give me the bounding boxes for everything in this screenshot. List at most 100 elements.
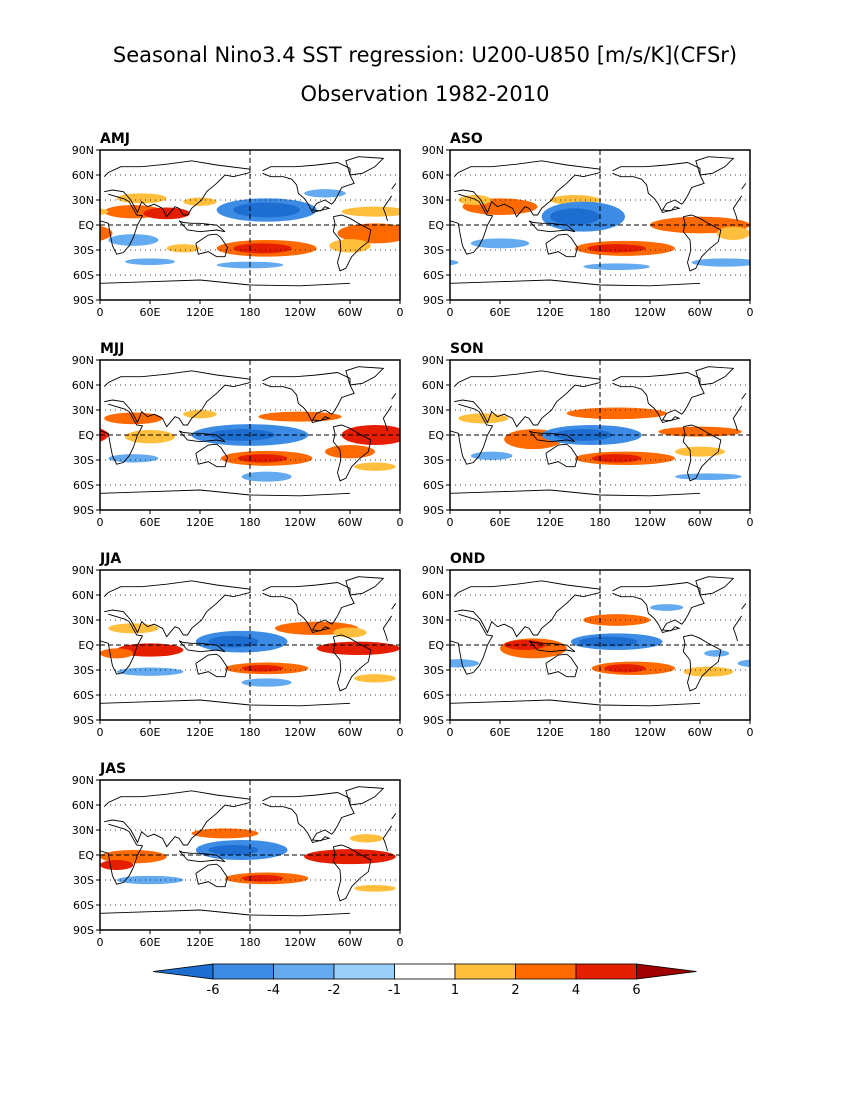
coastline-eurasia: [103, 160, 251, 218]
coastlines: [450, 156, 747, 287]
y-tick-label: 90N: [72, 144, 94, 157]
panel-title: SON: [450, 341, 484, 357]
coastline-south-america: [332, 634, 372, 692]
anomaly-blob: [470, 451, 513, 461]
anomaly-blob: [233, 243, 292, 254]
coastlines: [450, 366, 747, 497]
y-tick-label: 30N: [422, 404, 444, 417]
coastline-africa: [100, 823, 144, 885]
x-tick-label: 60E: [490, 306, 511, 319]
x-tick-label: 120W: [634, 726, 666, 739]
shading-jas: [100, 828, 433, 892]
anomaly-blob: [125, 258, 175, 265]
y-tick-label: 30S: [73, 664, 94, 677]
y-tick-label: EQ: [428, 429, 444, 442]
coastline-south-america: [682, 424, 722, 482]
x-tick-label: 180: [240, 726, 261, 739]
coastline-greenland: [695, 156, 735, 176]
y-tick-label: 30S: [423, 244, 444, 257]
coastline-africa: [732, 615, 743, 641]
colorbar-box: [515, 963, 577, 980]
coastline-indonesia: [528, 220, 576, 233]
x-tick-label: 60E: [140, 936, 161, 949]
coastline-north-america: [262, 792, 355, 844]
anomaly-blob: [675, 446, 725, 457]
shading-son: [458, 407, 742, 480]
x-tick-label: 60E: [140, 306, 161, 319]
y-tick-label: 60S: [423, 479, 444, 492]
panel-title: ASO: [450, 131, 483, 147]
anomaly-blob: [704, 650, 730, 657]
anomaly-blob: [108, 234, 159, 246]
y-tick-label: 60S: [423, 689, 444, 702]
colorbar-box: [273, 963, 335, 980]
anomaly-blob: [304, 189, 346, 198]
y-tick-label: 90N: [72, 774, 94, 787]
x-tick-label: 0: [447, 516, 454, 529]
anomaly-blob: [341, 425, 400, 445]
coastline-eurasia: [453, 160, 601, 218]
y-tick-label: 90S: [73, 714, 94, 727]
x-tick-label: 120W: [634, 306, 666, 319]
x-tick-label: 0: [747, 516, 754, 529]
anomaly-blob: [658, 426, 742, 437]
x-tick-label: 60W: [338, 306, 363, 319]
y-tick-label: EQ: [78, 219, 94, 232]
anomaly-blob: [554, 429, 613, 441]
y-tick-label: EQ: [78, 429, 94, 442]
coastline-antarctica: [100, 699, 351, 707]
coastline-africa: [450, 193, 494, 255]
coastline-eurasia: [453, 370, 601, 428]
anomaly-blob: [341, 206, 400, 217]
colorbar-label: 4: [572, 983, 580, 998]
coastline-greenland: [345, 576, 385, 596]
anomaly-blob: [329, 239, 371, 253]
x-tick-label: 180: [590, 726, 611, 739]
panels: 90N 60N 30N EQ 30S 60S 90S 0 60E 120E 180 120W 60W 0 A…: [72, 131, 754, 949]
anomaly-blob: [183, 410, 217, 419]
anomaly-blob: [208, 635, 259, 648]
y-tick-label: 90S: [73, 504, 94, 517]
y-tick-label: EQ: [78, 849, 94, 862]
anomaly-blob: [316, 641, 400, 655]
anomaly-blob: [354, 462, 396, 471]
coastline-greenland: [695, 366, 735, 386]
y-tick-label: 60N: [422, 169, 444, 182]
panel-title: JAS: [99, 761, 126, 777]
y-tick-label: 30N: [72, 824, 94, 837]
coastline-indonesia: [178, 850, 226, 863]
y-tick-label: EQ: [78, 639, 94, 652]
anomaly-blob: [400, 860, 433, 870]
anomaly-blob: [143, 207, 191, 220]
coastline-greenland: [345, 156, 385, 176]
anomaly-blob: [350, 834, 384, 843]
x-tick-label: 0: [747, 306, 754, 319]
y-tick-label: 30S: [73, 244, 94, 257]
coastline-antarctica: [450, 699, 701, 707]
anomaly-blob: [241, 678, 292, 687]
coastlines: [100, 576, 397, 707]
anomaly-blob: [116, 643, 184, 657]
anomaly-blob: [450, 659, 480, 668]
coastline-eurasia: [103, 580, 251, 638]
coastline-indonesia: [178, 430, 226, 443]
y-tick-label: 60N: [422, 379, 444, 392]
y-tick-label: 90S: [423, 714, 444, 727]
y-tick-label: 90N: [72, 354, 94, 367]
x-tick-label: 60W: [338, 726, 363, 739]
y-tick-label: 90S: [73, 924, 94, 937]
y-tick-label: EQ: [428, 219, 444, 232]
y-tick-label: 60S: [73, 899, 94, 912]
x-tick-label: 120E: [536, 306, 564, 319]
anomaly-blob: [241, 875, 284, 882]
coastline-indonesia: [178, 220, 226, 233]
x-tick-label: 0: [397, 726, 404, 739]
coastline-australia: [545, 653, 578, 678]
y-tick-label: 30N: [422, 614, 444, 627]
coastline-indonesia: [178, 640, 226, 653]
anomaly-blob: [241, 471, 292, 482]
coastline-eurasia: [741, 183, 747, 190]
anomaly-blob: [604, 664, 646, 673]
